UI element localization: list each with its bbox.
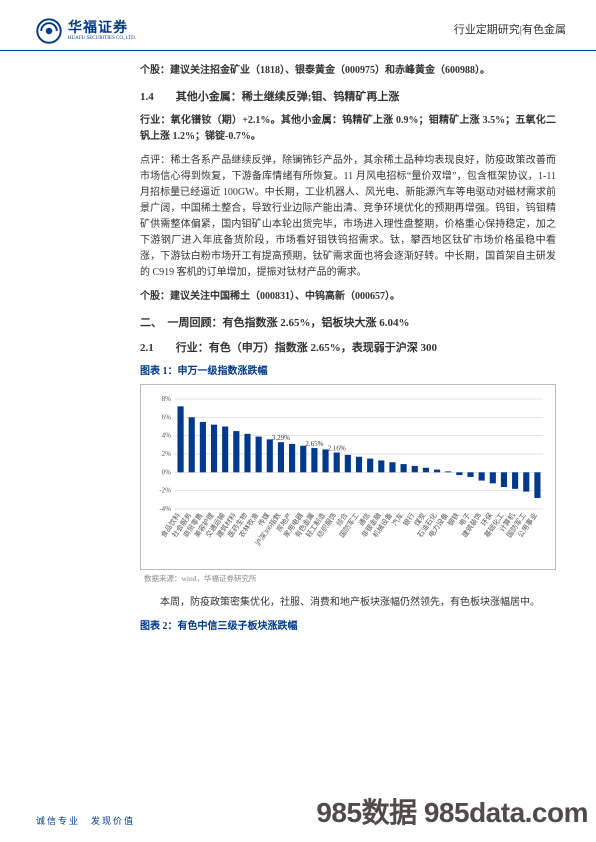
svg-text:2.65%: 2.65% [305, 440, 323, 448]
svg-text:3.29%: 3.29% [272, 434, 290, 442]
chart2-pre: 图表 2： [140, 621, 178, 632]
svg-text:-2%: -2% [159, 486, 171, 494]
section-2-title: 二、 一周回顾：有色指数涨 2.65%，铝板块大涨 6.04% [140, 315, 556, 333]
svg-text:6%: 6% [162, 413, 172, 421]
logo-en: HUAFU SECURITIES CO.,LTD. [68, 36, 136, 41]
dianping: 点评：稀土各系产品继续反弹，除镧钸钐产品外，其余稀土品种均表现良好，防疫政策改善… [140, 153, 556, 281]
svg-text:银行: 银行 [401, 511, 416, 528]
logo-cn: 华福证券 [68, 22, 136, 36]
chart2-title: 有色中信三级子板块涨跌幅 [178, 621, 298, 632]
section-2-1-title: 2.1 行业：有色（申万）指数涨 2.65%，表现弱于沪深 300 [140, 340, 556, 358]
svg-text:4%: 4% [162, 431, 172, 439]
svg-text:2.16%: 2.16% [328, 444, 346, 452]
svg-text:钢铁: 钢铁 [446, 511, 461, 528]
chart1-pre: 图表 1： [140, 366, 178, 377]
watermark: 985数据 985data.com [316, 791, 588, 836]
para2: 本周，防疫政策密集优化，社服、消费和地产板块涨幅仍然领先，有色板块涨幅居中。 [140, 595, 556, 611]
chart1-title: 申万一级指数涨跌幅 [178, 366, 268, 377]
footer-slogan: 诚信专业 发现价值 [36, 814, 135, 828]
gegu2: 个股：建议关注中国稀土（000831）、中钨高新（000657）。 [140, 291, 400, 302]
logo-icon [36, 18, 62, 44]
header-breadcrumb: 行业定期研究|有色金属 [454, 22, 566, 40]
svg-text:-4%: -4% [159, 505, 171, 513]
hangye1: 行业：氧化镨钕（期）+2.1%。其他小金属：钨精矿上涨 0.9%；钼精矿上涨 3… [140, 115, 556, 142]
logo-block: 华福证券 HUAFU SECURITIES CO.,LTD. [36, 18, 136, 44]
chart1: -4%-2%0%2%4%6%8%3.29%2.65%2.16%食品饮料社会服务商… [147, 391, 547, 561]
section-1-4-title: 1.4 其他小金属：稀土继续反弹;钼、钨精矿再上涨 [140, 89, 556, 107]
svg-text:汽车: 汽车 [390, 511, 405, 528]
svg-text:8%: 8% [162, 395, 172, 403]
chart1-source: 数据来源：wind，华福证券研究所 [144, 573, 556, 585]
svg-text:2%: 2% [162, 450, 172, 458]
gegu1: 个股：建议关注招金矿业（1818）、银泰黄金（000975）和赤峰黄金（6009… [140, 65, 490, 76]
svg-text:0%: 0% [162, 468, 172, 476]
chart1-box: -4%-2%0%2%4%6%8%3.29%2.65%2.16%食品饮料社会服务商… [140, 384, 556, 570]
